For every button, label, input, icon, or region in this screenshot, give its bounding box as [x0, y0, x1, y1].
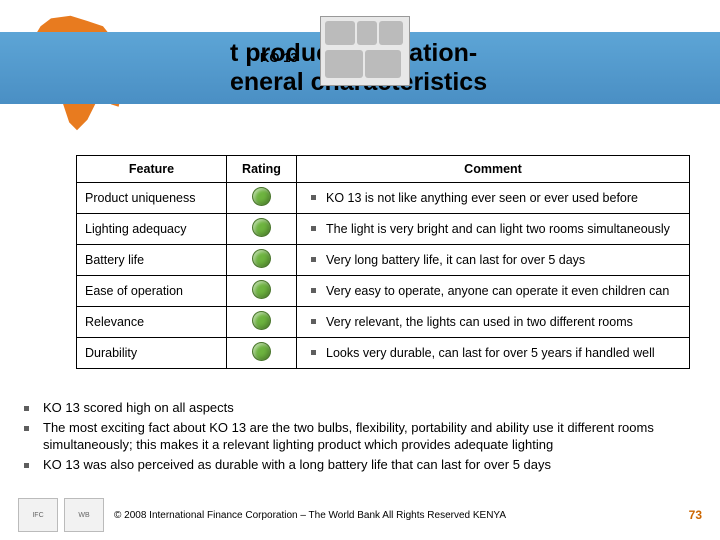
bullet-icon — [24, 426, 29, 431]
summary-item: KO 13 was also perceived as durable with… — [20, 457, 690, 473]
feature-cell: Ease of operation — [77, 276, 227, 307]
col-header-comment: Comment — [297, 156, 690, 183]
footer-logos: IFC WB — [18, 498, 104, 532]
footer-copyright: © 2008 International Finance Corporation… — [114, 510, 689, 521]
comment-text: Very relevant, the lights can used in tw… — [326, 314, 683, 330]
feature-cell: Product uniqueness — [77, 183, 227, 214]
bullet-icon — [311, 257, 316, 262]
footer: IFC WB © 2008 International Finance Corp… — [18, 498, 702, 532]
summary-item: KO 13 scored high on all aspects — [20, 400, 690, 416]
feature-cell: Durability — [77, 338, 227, 369]
comment-cell: Very long battery life, it can last for … — [297, 245, 690, 276]
feature-cell: Battery life — [77, 245, 227, 276]
rating-cell — [227, 245, 297, 276]
rating-cell — [227, 183, 297, 214]
rating-dot-icon — [252, 280, 271, 299]
feature-cell: Relevance — [77, 307, 227, 338]
comment-text: KO 13 is not like anything ever seen or … — [326, 190, 683, 206]
bullet-icon — [24, 406, 29, 411]
feature-cell: Lighting adequacy — [77, 214, 227, 245]
product-label: KO 13 — [260, 50, 298, 65]
rating-dot-icon — [252, 187, 271, 206]
bullet-icon — [311, 288, 316, 293]
summary-list: KO 13 scored high on all aspects The most… — [20, 400, 690, 477]
summary-text: KO 13 was also perceived as durable with… — [43, 457, 551, 473]
col-header-feature: Feature — [77, 156, 227, 183]
bullet-icon — [24, 463, 29, 468]
rating-dot-icon — [252, 218, 271, 237]
rating-dot-icon — [252, 249, 271, 268]
summary-item: The most exciting fact about KO 13 are t… — [20, 420, 690, 453]
comment-text: Very long battery life, it can last for … — [326, 252, 683, 268]
comment-cell: Very relevant, the lights can used in tw… — [297, 307, 690, 338]
page-number: 73 — [689, 508, 702, 522]
rating-cell — [227, 307, 297, 338]
comment-text: Looks very durable, can last for over 5 … — [326, 345, 683, 361]
col-header-rating: Rating — [227, 156, 297, 183]
table-row: Ease of operation Very easy to operate, a… — [77, 276, 690, 307]
table-row: Battery life Very long battery life, it c… — [77, 245, 690, 276]
ifc-logo: IFC — [18, 498, 58, 532]
summary-text: The most exciting fact about KO 13 are t… — [43, 420, 690, 453]
rating-cell — [227, 338, 297, 369]
table-header-row: Feature Rating Comment — [77, 156, 690, 183]
comment-text: Very easy to operate, anyone can operate… — [326, 283, 683, 299]
rating-cell — [227, 214, 297, 245]
table-row: Lighting adequacy The light is very brigh… — [77, 214, 690, 245]
summary-text: KO 13 scored high on all aspects — [43, 400, 234, 416]
bullet-icon — [311, 195, 316, 200]
bullet-icon — [311, 350, 316, 355]
rating-cell — [227, 276, 297, 307]
comment-cell: Very easy to operate, anyone can operate… — [297, 276, 690, 307]
evaluation-table: Feature Rating Comment Product uniquenes… — [76, 155, 690, 369]
rating-dot-icon — [252, 342, 271, 361]
comment-cell: The light is very bright and can light t… — [297, 214, 690, 245]
table-row: Durability Looks very durable, can last f… — [77, 338, 690, 369]
product-thumbnail — [320, 16, 410, 86]
bullet-icon — [311, 226, 316, 231]
comment-text: The light is very bright and can light t… — [326, 221, 683, 237]
table-row: Relevance Very relevant, the lights can … — [77, 307, 690, 338]
rating-dot-icon — [252, 311, 271, 330]
comment-cell: Looks very durable, can last for over 5 … — [297, 338, 690, 369]
table-row: Product uniqueness KO 13 is not like anyt… — [77, 183, 690, 214]
bullet-icon — [311, 319, 316, 324]
worldbank-logo: WB — [64, 498, 104, 532]
comment-cell: KO 13 is not like anything ever seen or … — [297, 183, 690, 214]
